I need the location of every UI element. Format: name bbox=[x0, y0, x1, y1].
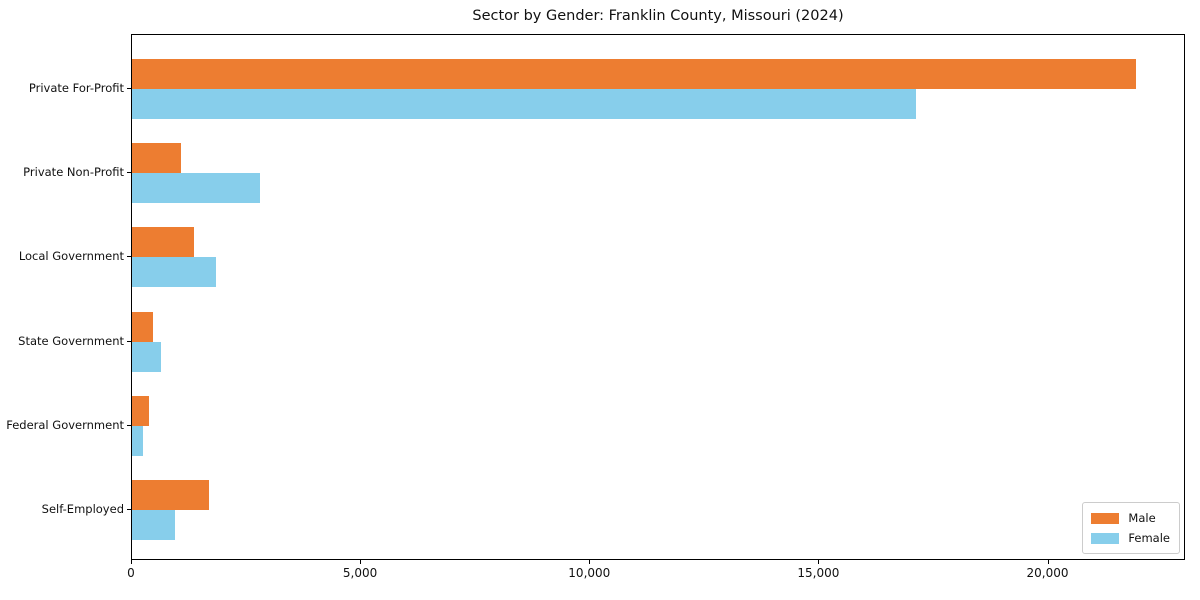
x-tick-mark bbox=[360, 560, 362, 564]
legend: Male Female bbox=[1082, 502, 1180, 554]
bar-private-non-profit-male bbox=[132, 143, 181, 174]
legend-label-male: Male bbox=[1128, 511, 1156, 525]
x-tick-mark bbox=[589, 560, 591, 564]
y-tick-label-state-government: State Government bbox=[18, 333, 124, 348]
legend-entry-female: Female bbox=[1091, 529, 1170, 547]
legend-swatch-female bbox=[1091, 532, 1120, 544]
bar-private-non-profit-female bbox=[132, 173, 261, 204]
legend-entry-male: Male bbox=[1091, 509, 1170, 527]
x-tick-mark bbox=[131, 560, 132, 564]
x-tick-label-20-000: 20,000 bbox=[1026, 566, 1069, 580]
bar-federal-government-male bbox=[132, 395, 149, 426]
x-tick-label-15-000: 15,000 bbox=[797, 566, 840, 580]
chart-title: Sector by Gender: Franklin County, Misso… bbox=[472, 8, 844, 24]
legend-label-female: Female bbox=[1128, 531, 1170, 545]
bar-self-employed-male bbox=[132, 480, 209, 510]
x-tick-label-0: 0 bbox=[127, 566, 135, 580]
y-tick-mark bbox=[127, 424, 131, 426]
bar-local-government-female bbox=[132, 257, 216, 288]
y-tick-label-private-non-profit: Private Non-Profit bbox=[23, 165, 124, 180]
y-tick-label-local-government: Local Government bbox=[18, 249, 124, 264]
x-tick-label-10-000: 10,000 bbox=[568, 566, 611, 580]
y-tick-mark bbox=[127, 340, 131, 342]
bar-private-for-profit-female bbox=[132, 89, 916, 119]
bar-local-government-male bbox=[132, 227, 195, 258]
y-tick-mark bbox=[127, 509, 131, 510]
y-tick-mark bbox=[127, 88, 131, 89]
y-tick-label-self-employed: Self-Employed bbox=[41, 502, 124, 516]
y-tick-label-federal-government: Federal Government bbox=[6, 417, 124, 432]
bar-federal-government-female bbox=[132, 425, 143, 456]
bar-state-government-male bbox=[132, 311, 154, 342]
y-tick-mark bbox=[127, 256, 131, 258]
x-tick-mark bbox=[818, 560, 820, 564]
bar-private-for-profit-male bbox=[132, 59, 1136, 89]
bar-self-employed-female bbox=[132, 510, 176, 540]
y-tick-mark bbox=[127, 172, 131, 174]
bar-state-government-female bbox=[132, 341, 161, 372]
x-tick-label-5-000: 5,000 bbox=[342, 566, 378, 580]
legend-swatch-male bbox=[1091, 512, 1120, 524]
plot-area: Male Female bbox=[131, 34, 1185, 560]
y-tick-label-private-for-profit: Private For-Profit bbox=[28, 81, 124, 95]
x-tick-mark bbox=[1047, 560, 1049, 564]
